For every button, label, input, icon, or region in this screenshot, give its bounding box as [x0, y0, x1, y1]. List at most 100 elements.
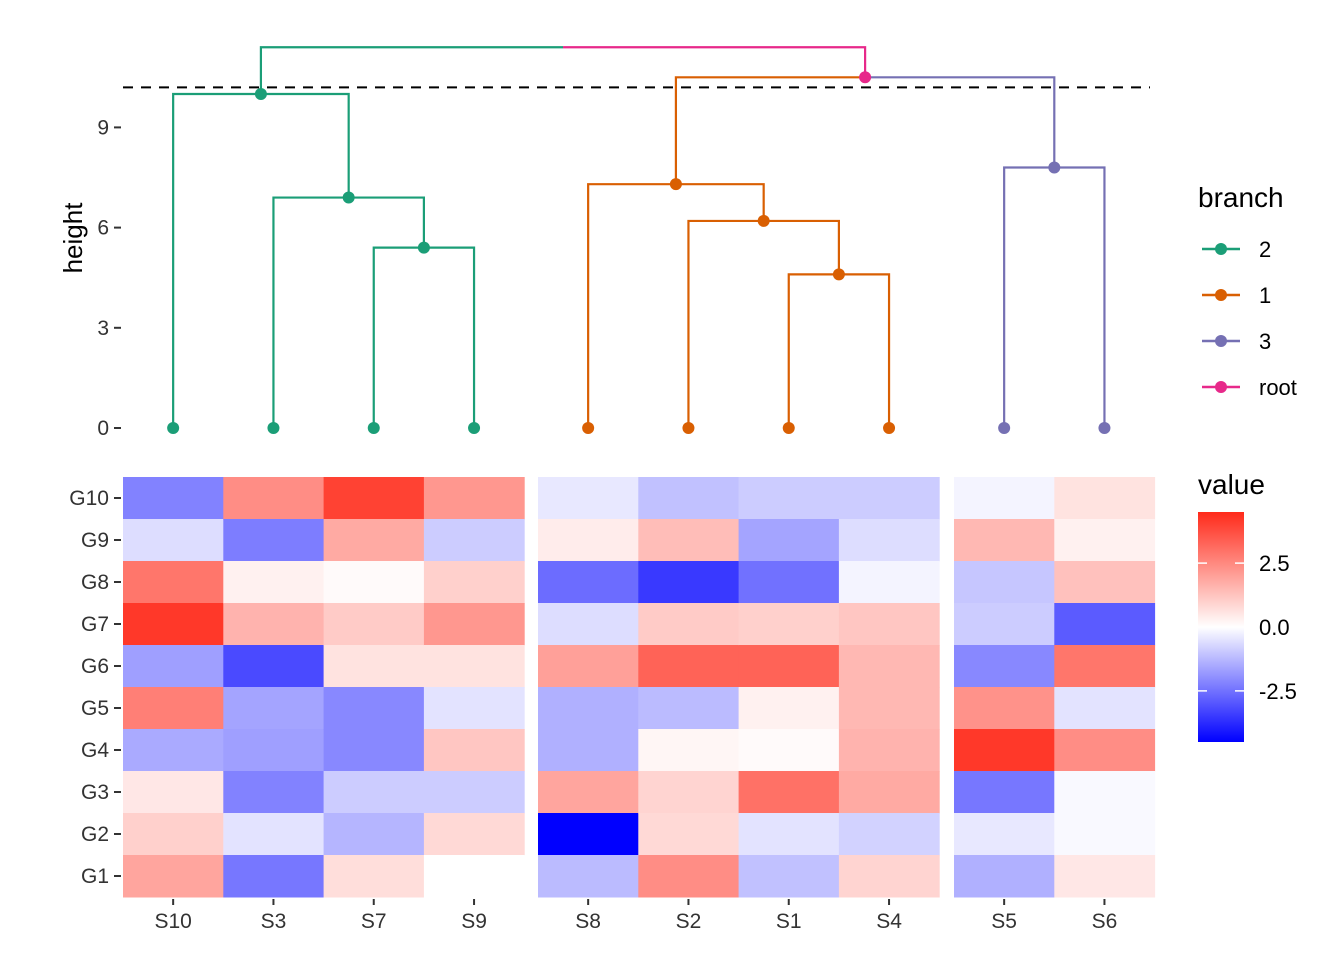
branch-legend-title: branch: [1198, 182, 1284, 213]
heatmap-cell: [223, 477, 325, 520]
dendrogram-node: [417, 241, 430, 254]
heatmap-row-labels: G10 G9 G8 G7 G6 G5 G4 G3 G2 G1: [69, 487, 121, 888]
dendrogram-link: [787, 273, 839, 428]
heatmap-cell: [954, 519, 1055, 562]
dendrogram-leaf-node: [367, 422, 380, 434]
heatmap-cell: [323, 561, 425, 604]
heatmap-cell: [423, 645, 525, 688]
y-tick-label: 6: [97, 217, 109, 240]
row-label: G5: [81, 697, 109, 720]
heatmap-cell: [123, 561, 224, 604]
column-label: S9: [461, 910, 487, 933]
y-tick-label: 3: [97, 317, 109, 340]
heatmap-cell: [323, 855, 425, 898]
heatmap-cell: [954, 771, 1055, 814]
heatmap-cell: [838, 645, 940, 688]
heatmap-cell: [1054, 561, 1156, 604]
heatmap-cell: [323, 813, 425, 856]
dendrogram-link: [563, 46, 867, 78]
dendrogram-node: [1048, 161, 1061, 174]
heatmap-cell: [538, 645, 639, 688]
heatmap-cell: [538, 477, 639, 520]
row-label: G6: [81, 655, 109, 678]
row-label: G9: [81, 529, 109, 552]
heatmap-cell: [638, 813, 740, 856]
colorbar-tick-label: 2.5: [1259, 551, 1290, 576]
heatmap-cell: [123, 855, 224, 898]
column-label: S6: [1092, 910, 1118, 933]
heatmap-cell: [1054, 645, 1156, 688]
y-axis: 0 3 6 9: [97, 116, 121, 440]
y-axis-title: height: [58, 202, 88, 274]
column-label: S7: [361, 910, 387, 933]
heatmap-cell: [638, 729, 740, 772]
heatmap-cell: [423, 477, 525, 520]
heatmap-cell: [738, 645, 840, 688]
heatmap-cell: [738, 729, 840, 772]
heatmap-cell: [738, 603, 840, 646]
heatmap-cells: [123, 477, 1156, 898]
heatmap-cell: [738, 477, 840, 520]
heatmap-cell: [638, 645, 740, 688]
heatmap-cell: [123, 645, 224, 688]
branch-legend-label: root: [1259, 375, 1297, 400]
heatmap-cell: [954, 855, 1055, 898]
heatmap-cell: [323, 477, 425, 520]
heatmap-cell: [638, 855, 740, 898]
dendrogram-link: [838, 273, 891, 428]
heatmap-cell: [223, 813, 325, 856]
row-label: G4: [81, 739, 109, 762]
heatmap-cell: [638, 771, 740, 814]
heatmap-cell: [954, 477, 1055, 520]
dendrogram-link: [1054, 166, 1106, 428]
dendrogram-link: [1003, 166, 1055, 428]
heatmap-cell: [1054, 729, 1156, 772]
column-label: S3: [261, 910, 287, 933]
heatmap-cell: [423, 771, 525, 814]
heatmap-cell: [738, 813, 840, 856]
heatmap-cell: [538, 519, 639, 562]
branch-legend: branch 2 1 3 root: [1198, 182, 1297, 400]
heatmap-cell: [123, 519, 224, 562]
value-legend: value 2.5 0.0 -2.5: [1198, 469, 1297, 742]
y-tick-label: 0: [97, 417, 109, 440]
y-tick-label: 9: [97, 116, 109, 139]
heatmap-cell: [538, 687, 639, 730]
column-label: S2: [676, 910, 702, 933]
row-label: G2: [81, 823, 109, 846]
heatmap-cell: [738, 771, 840, 814]
heatmap-cell: [638, 687, 740, 730]
heatmap-cell: [423, 813, 525, 856]
heatmap-cell: [323, 645, 425, 688]
dendrogram-node: [669, 178, 682, 191]
branch-legend-key-dot: [1215, 381, 1227, 393]
heatmap-cell: [538, 561, 639, 604]
heatmap-cell: [838, 477, 940, 520]
heatmap-cell: [638, 477, 740, 520]
heatmap-cell: [1054, 603, 1156, 646]
heatmap-cell: [423, 561, 525, 604]
heatmap-cell: [1054, 855, 1156, 898]
heatmap-cell: [323, 519, 425, 562]
dendrogram-link: [687, 219, 764, 428]
heatmap-cell: [223, 771, 325, 814]
dendrogram-link: [259, 46, 564, 94]
heatmap-cell: [423, 603, 525, 646]
dendrogram-link: [865, 76, 1056, 168]
dendrogram-leaf-node: [1098, 422, 1111, 434]
heatmap-cell: [738, 687, 840, 730]
heatmap-cell: [538, 813, 639, 856]
dendrogram-node: [342, 191, 355, 204]
heatmap-cell: [838, 603, 940, 646]
dendrogram-link: [587, 183, 676, 428]
heatmap-cell: [223, 561, 325, 604]
heatmap-cell: [223, 729, 325, 772]
heatmap-cell: [738, 519, 840, 562]
branch-legend-key-dot: [1215, 289, 1227, 301]
dendrogram-link: [348, 196, 425, 248]
dendrogram-leaf-node: [468, 422, 481, 434]
heatmap-cell: [1054, 519, 1156, 562]
branch-legend-label: 3: [1259, 329, 1271, 354]
heatmap-cell: [323, 603, 425, 646]
heatmap-cell: [423, 855, 525, 898]
